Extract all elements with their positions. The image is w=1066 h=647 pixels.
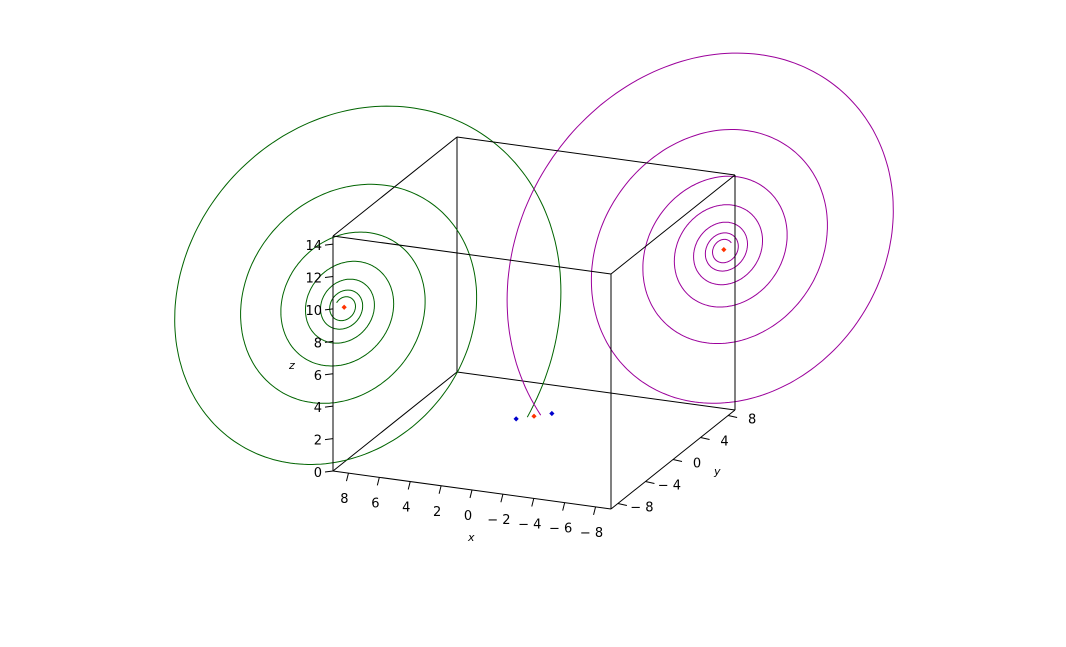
z-tick-label: 0 [314, 466, 322, 481]
z-tick-label: 14 [305, 239, 322, 254]
y-tick-mark [672, 459, 683, 462]
z-tick-mark [324, 308, 334, 311]
z-tick-mark [324, 340, 334, 343]
z-tick-label: 10 [305, 304, 322, 319]
x-tick-mark [500, 494, 504, 503]
x-tick-mark [469, 489, 473, 499]
curves-group [174, 52, 894, 465]
y-axis-label: y [713, 465, 721, 478]
z-tick-mark [324, 405, 334, 408]
x-tick-mark [562, 502, 566, 511]
z-tick-mark [324, 276, 334, 279]
y-tick-label: − 4 [658, 479, 681, 494]
ticks-group: 8 6 4 2 0 − 2 − 4 − 6 − 8 − 8 − 4 0 4 8 0 2 4 6 8 10 12 14 [305, 239, 756, 541]
data-point [513, 416, 519, 422]
y-tick-label: 8 [748, 413, 756, 428]
box-edge [332, 371, 458, 472]
bounding-box-back [332, 137, 736, 472]
x-tick-mark [531, 498, 535, 507]
z-tick-label: 8 [314, 336, 322, 351]
box-edge [610, 174, 736, 275]
z-tick-mark [324, 243, 334, 246]
x-tick-mark [376, 477, 380, 486]
box-edge [332, 136, 458, 237]
data-point [549, 410, 555, 417]
x-tick-label: 4 [402, 501, 410, 516]
x-tick-label: 8 [340, 492, 348, 507]
points-group [341, 247, 727, 422]
y-tick-label: − 8 [630, 501, 653, 516]
z-tick-mark [324, 438, 334, 441]
z-tick-mark [324, 470, 334, 473]
x-tick-mark [345, 472, 349, 482]
x-tick-label: − 8 [580, 526, 603, 541]
x-tick-label: 6 [371, 496, 379, 511]
x-tick-mark [593, 506, 597, 516]
y-tick-label: 0 [693, 457, 701, 472]
z-tick-label: 12 [305, 272, 322, 287]
x-tick-label: 2 [433, 505, 441, 520]
x-tick-label: − 4 [518, 517, 541, 532]
box-edge [332, 235, 612, 275]
x-tick-label: − 6 [549, 522, 572, 537]
x-tick-label: 0 [464, 509, 472, 524]
z-axis-label: z [288, 359, 295, 372]
green-spiral-curve [174, 105, 562, 465]
z-tick-label: 4 [314, 401, 322, 416]
x-tick-mark [438, 485, 442, 494]
x-axis-label: x [467, 531, 475, 544]
bounding-box-front [332, 136, 736, 510]
x-tick-mark [407, 481, 411, 490]
y-tick-mark [728, 415, 738, 418]
z-tick-label: 2 [314, 434, 322, 449]
data-point [721, 247, 727, 253]
data-point [531, 413, 537, 419]
y-tick-mark [700, 437, 710, 440]
data-point [341, 304, 347, 310]
y-tick-label: 4 [720, 435, 728, 450]
z-tick-mark [324, 373, 334, 376]
y-tick-mark [645, 481, 655, 484]
box-edge [456, 371, 736, 411]
z-tick-label: 6 [314, 369, 322, 384]
y-tick-mark [617, 503, 627, 506]
purple-spiral-curve [506, 52, 894, 416]
x-tick-label: − 2 [487, 513, 510, 528]
box-edge [456, 136, 736, 176]
